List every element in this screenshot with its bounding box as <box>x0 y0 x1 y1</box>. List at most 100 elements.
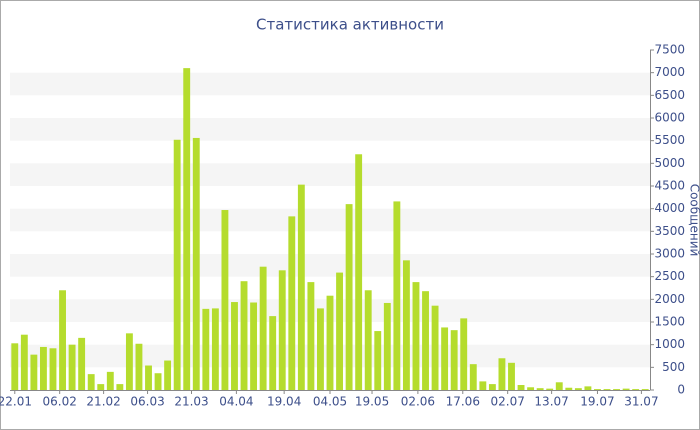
bar <box>106 371 114 390</box>
bar <box>87 374 95 390</box>
bar <box>441 327 449 390</box>
chart-title: Статистика активности <box>256 16 444 34</box>
bar <box>584 386 592 390</box>
bar <box>336 272 343 390</box>
bar <box>297 184 305 390</box>
bar <box>603 389 611 390</box>
bar <box>183 68 191 390</box>
x-tick-label: 04.05 <box>313 395 347 409</box>
bar <box>192 137 200 390</box>
x-tick-label: 13.07 <box>534 395 568 409</box>
y-tick-label: 4000 <box>654 201 685 215</box>
x-tick-label: 06.03 <box>130 395 164 409</box>
bar <box>154 373 162 390</box>
bar <box>383 302 391 390</box>
x-tick-label: 02.06 <box>401 395 435 409</box>
y-tick-label: 4500 <box>654 179 685 193</box>
bar <box>145 365 152 390</box>
bar <box>97 384 105 390</box>
bar <box>479 381 487 390</box>
x-tick-label: 31.07 <box>624 395 658 409</box>
grid-band <box>10 163 650 186</box>
bar <box>412 282 420 390</box>
y-tick-label: 1000 <box>654 337 685 351</box>
bar <box>632 389 640 390</box>
bar <box>355 154 363 390</box>
y-tick-label: 0 <box>677 383 685 397</box>
grid-band <box>10 208 650 232</box>
bar <box>488 384 496 390</box>
bar <box>613 389 621 390</box>
bar <box>622 388 630 390</box>
bar <box>374 331 382 390</box>
bar <box>460 318 468 390</box>
y-tick-label: 7000 <box>654 65 685 79</box>
bar <box>250 302 258 390</box>
x-tick-label: 21.03 <box>174 395 208 409</box>
bar <box>288 216 296 390</box>
bar <box>326 295 334 390</box>
bar <box>231 302 238 390</box>
bar <box>431 305 439 390</box>
bar <box>402 260 410 390</box>
bar <box>393 201 401 390</box>
x-tick-label: 06.02 <box>42 395 76 409</box>
bar <box>536 388 544 390</box>
bar <box>469 364 477 390</box>
bar <box>116 384 124 390</box>
bar <box>259 266 267 390</box>
bar <box>641 389 649 390</box>
bar <box>574 388 582 390</box>
y-tick-label: 7500 <box>654 43 685 57</box>
bar <box>49 348 57 390</box>
bar <box>527 387 535 390</box>
bar <box>125 333 133 390</box>
bar <box>565 387 573 390</box>
y-tick-label: 500 <box>662 360 685 374</box>
grid-band <box>10 72 650 96</box>
y-axis-label: Сообщений <box>688 184 700 257</box>
y-tick-label: 2500 <box>654 269 685 283</box>
grid-band <box>10 118 650 141</box>
y-tick-label: 1500 <box>654 315 685 329</box>
bar <box>594 389 601 390</box>
bar <box>307 282 315 390</box>
x-tick-label: 19.07 <box>580 395 614 409</box>
bar <box>546 388 554 390</box>
bar <box>30 354 38 390</box>
bar <box>508 362 515 390</box>
bar <box>450 330 458 390</box>
y-tick-label: 3000 <box>654 247 685 261</box>
bar <box>11 343 19 390</box>
x-tick-label: 19.05 <box>355 395 389 409</box>
bar <box>20 334 28 390</box>
bar <box>78 337 86 390</box>
x-tick-label: 17.06 <box>446 395 480 409</box>
bar <box>555 382 563 390</box>
grid-band <box>10 254 650 277</box>
bar <box>202 308 210 390</box>
y-tick-label: 3500 <box>654 224 685 238</box>
bar <box>164 360 172 390</box>
bar <box>135 343 143 390</box>
bar <box>422 291 429 390</box>
bar <box>269 316 277 390</box>
y-tick-label: 6000 <box>654 111 685 125</box>
bar <box>498 358 506 390</box>
y-tick-label: 6500 <box>654 88 685 102</box>
bar <box>278 270 286 390</box>
x-tick-label: 02.07 <box>490 395 524 409</box>
bar <box>211 308 219 390</box>
x-tick-label: 22.01 <box>0 395 32 409</box>
bar <box>173 139 181 390</box>
y-tick-label: 2000 <box>654 292 685 306</box>
y-tick-label: 5500 <box>654 133 685 147</box>
bar <box>364 290 372 390</box>
bar <box>345 204 353 390</box>
bar <box>39 346 47 390</box>
x-tick-label: 21.02 <box>86 395 120 409</box>
bar <box>517 385 525 390</box>
x-tick-label: 04.04 <box>219 395 253 409</box>
bar <box>240 281 248 390</box>
